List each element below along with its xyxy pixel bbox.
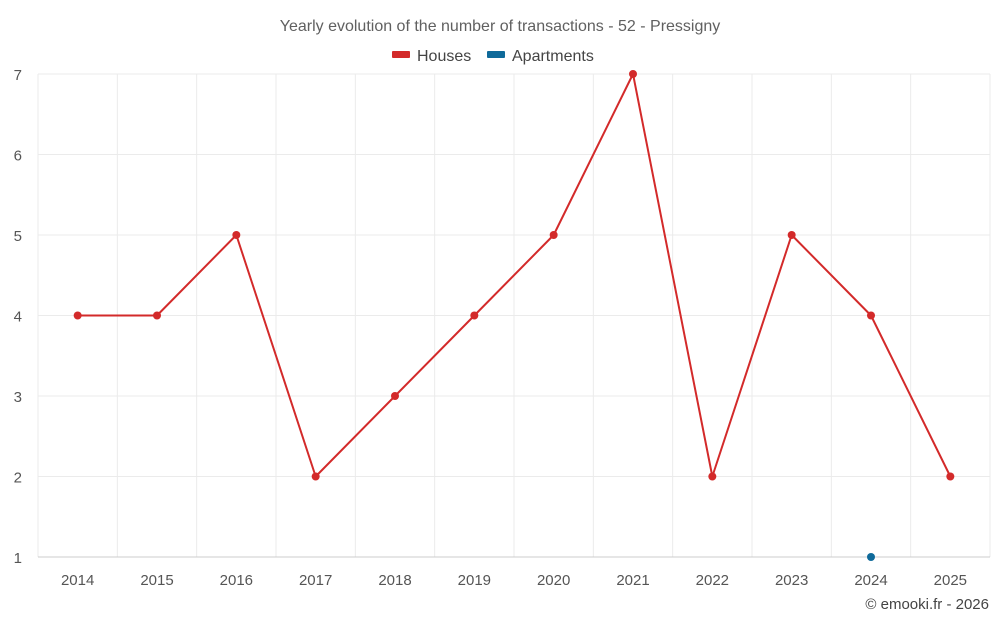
chart-title: Yearly evolution of the number of transa… <box>280 18 721 35</box>
data-point-houses-2023[interactable] <box>787 231 796 239</box>
data-point-houses-2025[interactable] <box>946 472 955 481</box>
x-tick-label: 2023 <box>775 572 808 589</box>
data-point-houses-2016[interactable] <box>232 231 241 239</box>
x-tick-label: 2022 <box>696 572 729 589</box>
legend-label-houses[interactable]: Houses <box>417 48 471 65</box>
data-point-houses-2014[interactable] <box>73 311 82 320</box>
data-point-houses-2022[interactable] <box>708 472 717 481</box>
axes: 1 2 3 4 5 6 7 2014 2015 2016 2017 2018 2019 2020 2021 2… <box>14 67 990 589</box>
x-tick-label: 2016 <box>220 572 253 589</box>
x-tick-label: 2024 <box>854 572 887 589</box>
data-point-houses-2021[interactable] <box>629 70 637 78</box>
x-tick-label: 2018 <box>378 572 411 589</box>
data-point-houses-2019[interactable] <box>470 311 479 320</box>
series-layer <box>73 70 955 561</box>
y-tick-label: 4 <box>14 309 22 326</box>
data-point-houses-2015[interactable] <box>153 311 161 320</box>
y-tick-label: 1 <box>14 550 22 567</box>
data-point-houses-2018[interactable] <box>391 392 399 400</box>
x-tick-label: 2017 <box>299 572 332 589</box>
y-tick-label: 2 <box>14 470 22 487</box>
legend-swatch-houses <box>392 51 410 58</box>
y-tick-label: 3 <box>14 389 22 406</box>
y-tick-label: 5 <box>14 228 22 245</box>
series-line-houses <box>77 73 952 478</box>
x-tick-label: 2019 <box>458 572 491 589</box>
legend: Houses Apartments <box>392 48 594 65</box>
data-point-houses-2020[interactable] <box>549 231 558 239</box>
x-tick-label: 2014 <box>61 572 94 589</box>
x-tick-label: 2020 <box>537 572 570 589</box>
data-point-houses-2017[interactable] <box>311 472 320 481</box>
y-tick-label: 6 <box>14 148 22 165</box>
x-tick-label: 2015 <box>140 572 173 589</box>
x-tick-label: 2021 <box>616 572 649 589</box>
grid <box>37 73 991 557</box>
x-tick-label: 2025 <box>934 572 967 589</box>
y-tick-label: 7 <box>14 67 22 84</box>
data-point-houses-2024[interactable] <box>867 311 875 320</box>
legend-label-apartments[interactable]: Apartments <box>512 48 594 65</box>
credit-text: © emooki.fr - 2026 <box>865 596 989 613</box>
legend-swatch-apartments <box>487 51 505 58</box>
data-point-apartments-2024[interactable] <box>867 553 875 561</box>
